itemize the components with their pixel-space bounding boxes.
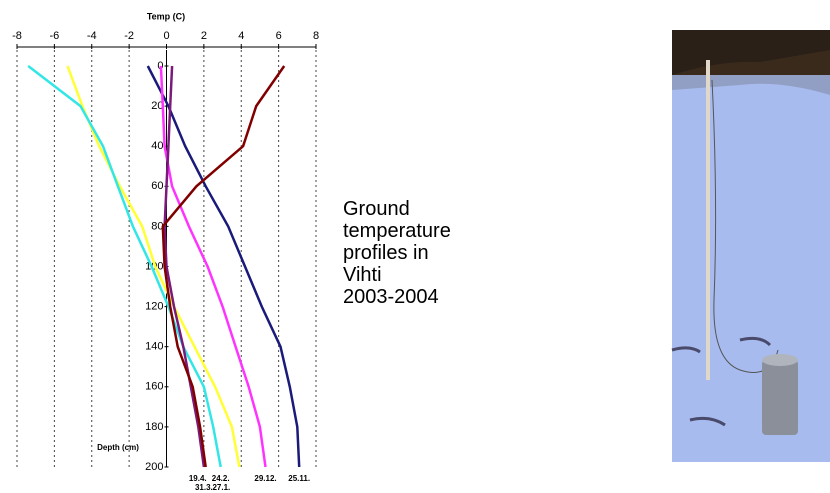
annotation-line: temperature — [343, 220, 451, 242]
x-tick-label: 8 — [313, 30, 319, 42]
x-tick-label: -6 — [49, 30, 59, 42]
annotation-line: Vihti — [343, 264, 382, 286]
data-line — [163, 65, 206, 468]
x-tick-label: 2 — [201, 30, 207, 42]
legend-label: 27.1. — [212, 483, 230, 492]
y-tick-label: 160 — [145, 381, 163, 393]
data-line — [66, 65, 241, 468]
y-tick-label: 20 — [151, 100, 163, 112]
data-line — [159, 65, 267, 468]
x-tick-label: 6 — [276, 30, 282, 42]
legend-label: 25.11. — [288, 474, 310, 483]
annotation: Ground temperature profiles in Vihti 200… — [343, 198, 478, 308]
y-tick-label: 80 — [151, 220, 163, 232]
annotation-line: 2003-2004 — [343, 286, 439, 308]
y-tick-label: 40 — [151, 140, 163, 152]
y-tick-label: 200 — [145, 461, 163, 473]
y-tick-label: 180 — [145, 421, 163, 433]
photo — [671, 30, 830, 462]
x-tick-label: -8 — [12, 30, 22, 42]
legend-label: 24.2. — [212, 474, 230, 483]
x-tick-label: 0 — [163, 30, 169, 42]
y-tick-label: 0 — [157, 60, 163, 72]
y-axis-label: Depth (cm) — [97, 443, 139, 452]
data-line — [27, 65, 222, 468]
data-line — [146, 65, 301, 468]
annotation-line: profiles in — [343, 242, 429, 264]
legend-label: 31.3. — [195, 483, 213, 492]
annotation-line: Ground — [343, 198, 410, 220]
y-tick-label: 60 — [151, 180, 163, 192]
legend-label: 29.12. — [254, 474, 276, 483]
legend-label: 19.4. — [189, 474, 207, 483]
x-tick-label: -4 — [87, 30, 97, 42]
chart-title: Temp (C) — [147, 11, 185, 21]
y-tick-label: 140 — [145, 341, 163, 353]
x-tick-label: -2 — [124, 30, 134, 42]
data-line — [161, 65, 286, 468]
y-tick-label: 120 — [145, 301, 163, 313]
x-tick-label: 4 — [238, 30, 244, 42]
